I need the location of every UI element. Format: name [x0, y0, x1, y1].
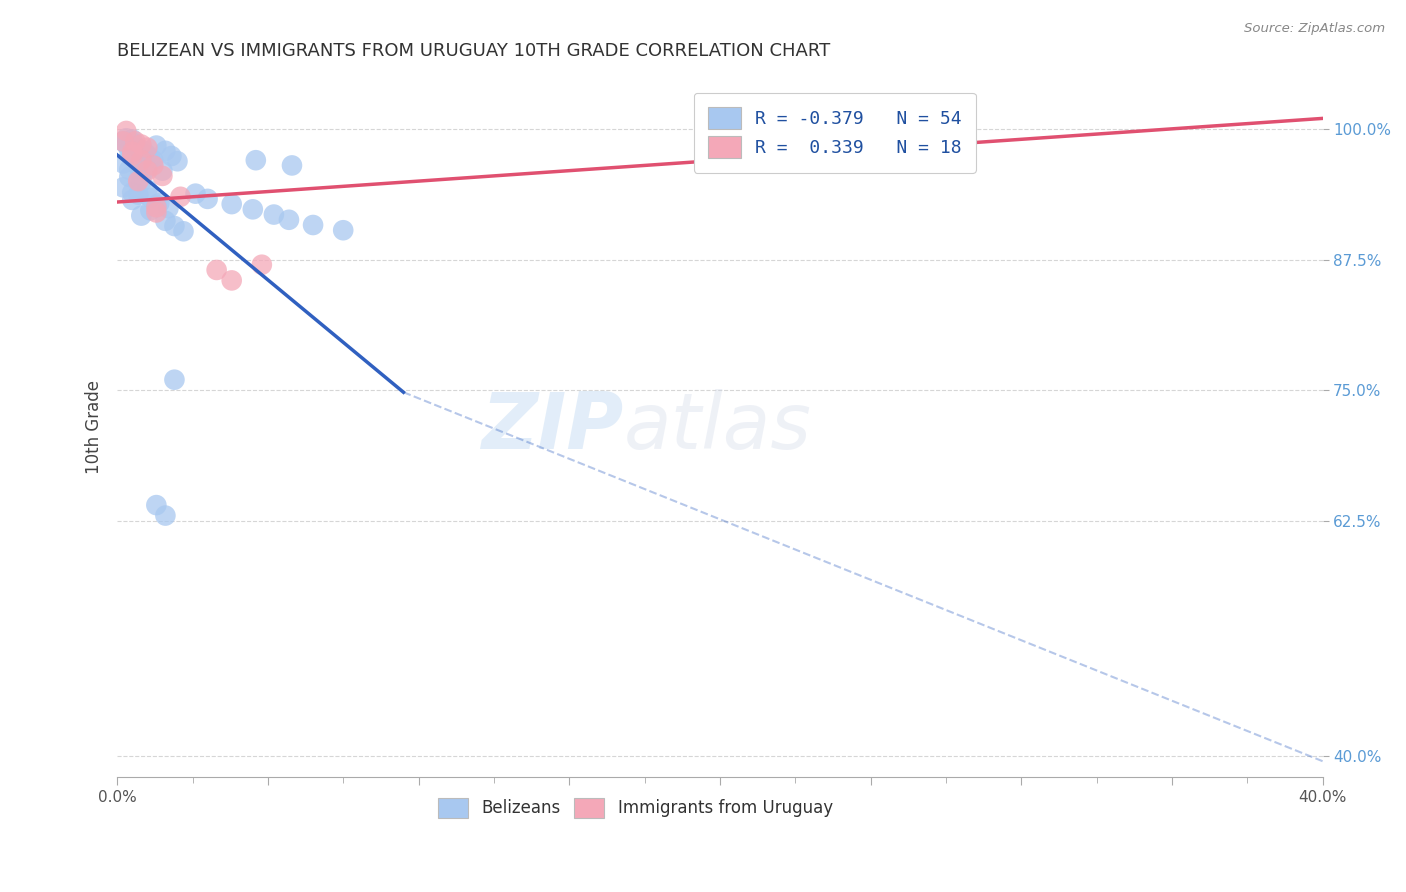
Point [157, 202, 180, 216]
Point [278, 212, 301, 227]
Point [127, 158, 149, 172]
Y-axis label: 10th Grade: 10th Grade [86, 380, 103, 474]
Point [148, 196, 170, 211]
Point [302, 218, 325, 232]
Point [115, 137, 138, 152]
Point [145, 198, 167, 212]
Point [121, 136, 143, 150]
Point [250, 258, 273, 272]
Point [112, 156, 135, 170]
Point [118, 143, 141, 157]
Point [242, 202, 264, 217]
Point [115, 124, 138, 138]
Point [163, 219, 186, 233]
Point [332, 223, 354, 237]
Point [205, 263, 228, 277]
Point [150, 169, 173, 183]
Point [134, 164, 156, 178]
Point [129, 145, 152, 160]
Point [127, 187, 149, 202]
Point [139, 151, 162, 165]
Point [121, 132, 143, 146]
Point [142, 153, 165, 168]
Point [145, 200, 167, 214]
Point [139, 203, 162, 218]
Point [129, 169, 152, 183]
Point [124, 141, 146, 155]
Point [155, 144, 177, 158]
Point [129, 209, 152, 223]
Point [112, 180, 135, 194]
Point [145, 205, 167, 219]
Point [124, 139, 146, 153]
Point [160, 149, 183, 163]
Point [136, 141, 159, 155]
Point [281, 158, 304, 172]
Point [118, 169, 141, 184]
Point [263, 208, 285, 222]
Point [155, 214, 177, 228]
Point [121, 186, 143, 200]
Point [184, 186, 207, 201]
Point [124, 135, 146, 149]
Point [221, 197, 243, 211]
Point [166, 154, 188, 169]
Point [112, 135, 135, 149]
Point [136, 182, 159, 196]
Point [115, 131, 138, 145]
Point [150, 163, 173, 178]
Point [173, 224, 195, 238]
Point [142, 158, 165, 172]
Point [155, 508, 177, 523]
Point [136, 148, 159, 162]
Point [127, 174, 149, 188]
Point [127, 160, 149, 174]
Text: ZIP: ZIP [481, 389, 623, 465]
Point [129, 143, 152, 157]
Text: atlas: atlas [623, 389, 811, 465]
Legend: Belizeans, Immigrants from Uruguay: Belizeans, Immigrants from Uruguay [432, 791, 839, 824]
Point [145, 138, 167, 153]
Point [118, 162, 141, 177]
Text: Source: ZipAtlas.com: Source: ZipAtlas.com [1244, 22, 1385, 36]
Point [129, 153, 152, 168]
Point [112, 135, 135, 149]
Point [121, 193, 143, 207]
Point [121, 148, 143, 162]
Point [197, 192, 219, 206]
Text: BELIZEAN VS IMMIGRANTS FROM URUGUAY 10TH GRADE CORRELATION CHART: BELIZEAN VS IMMIGRANTS FROM URUGUAY 10TH… [117, 42, 831, 60]
Point [139, 191, 162, 205]
Point [169, 190, 191, 204]
Point [145, 498, 167, 512]
Point [134, 145, 156, 159]
Point [129, 137, 152, 152]
Point [121, 145, 143, 159]
Point [163, 373, 186, 387]
Point [245, 153, 267, 168]
Point [136, 163, 159, 178]
Point [129, 175, 152, 189]
Point [221, 273, 243, 287]
